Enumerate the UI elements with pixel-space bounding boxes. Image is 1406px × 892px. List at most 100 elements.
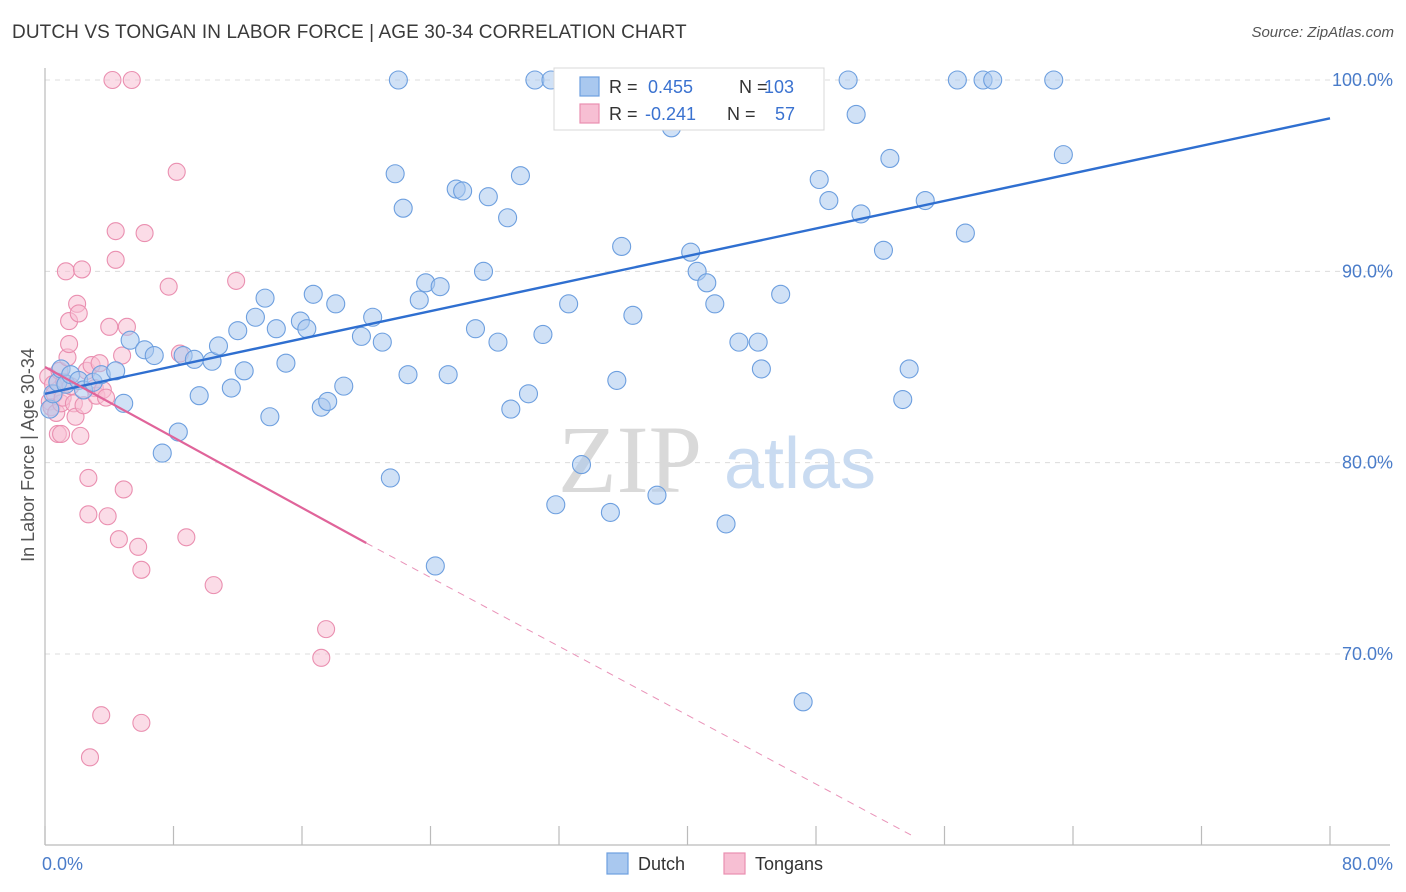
dutch-point <box>430 277 450 297</box>
dutch-point <box>276 353 296 373</box>
tongans-r-value: -0.241 <box>645 104 696 124</box>
dutch-point <box>326 294 346 314</box>
dutch-point <box>409 290 429 310</box>
dutch-point <box>453 181 473 201</box>
tongans-point <box>106 250 125 269</box>
tongans-point <box>80 748 100 767</box>
dutch-point <box>385 164 405 184</box>
dutch-point <box>612 236 632 257</box>
dutch-point <box>751 359 771 379</box>
dutch-point <box>893 389 913 410</box>
tongans-point <box>167 162 186 181</box>
trend-lines <box>44 117 1331 837</box>
dutch-point <box>571 455 592 475</box>
tongans-point <box>79 505 98 524</box>
tongans-r-label: R = <box>609 104 638 124</box>
dutch-point <box>1044 70 1064 90</box>
dutch-point <box>607 370 627 390</box>
dutch-point <box>478 187 498 207</box>
tongans-point <box>129 537 148 556</box>
dutch-point <box>880 148 900 168</box>
dutch-point <box>623 305 643 325</box>
axes: 70.0% 80.0% 90.0% 100.0% 0.0% 80.0% <box>42 68 1393 874</box>
chart-source: Source: ZipAtlas.com <box>1251 24 1394 41</box>
tongans-point <box>98 507 117 526</box>
tongans-point <box>60 334 79 354</box>
dutch-point <box>729 332 749 352</box>
tongans-points <box>39 70 336 767</box>
tongans-point <box>100 317 119 336</box>
dutch-point <box>498 208 518 228</box>
dutch-point <box>846 104 866 124</box>
dutch-point <box>168 422 188 442</box>
dutch-point <box>380 468 400 488</box>
dutch-r-label: R = <box>609 77 638 97</box>
y-tick-label: 70.0% <box>1342 644 1393 664</box>
dutch-point <box>152 443 172 463</box>
dutch-trend-line <box>44 117 1331 395</box>
tongans-point <box>72 260 91 279</box>
dutch-n-value: 103 <box>764 77 794 97</box>
chart-title: DUTCH VS TONGAN IN LABOR FORCE | AGE 30-… <box>12 22 687 43</box>
tongans-point <box>106 222 125 241</box>
dutch-point <box>559 294 579 314</box>
x-tick-label: 0.0% <box>42 854 83 874</box>
tongans-point <box>177 528 196 547</box>
tongans-point <box>135 224 154 243</box>
dutch-point <box>947 70 967 90</box>
dutch-point <box>351 326 371 346</box>
dutch-point <box>873 240 894 260</box>
dutch-point <box>681 242 701 262</box>
dutch-n-label: N = <box>739 77 768 97</box>
y-tick-label: 90.0% <box>1342 261 1393 281</box>
dutch-point <box>255 288 275 308</box>
legend-dutch-label: Dutch <box>638 854 685 874</box>
watermark: ZIP atlas <box>558 406 876 513</box>
tongans-point <box>52 424 71 444</box>
dutch-point <box>809 169 829 190</box>
dutch-point <box>388 70 408 90</box>
grid-lines <box>45 79 1390 655</box>
tongans-point <box>71 426 90 445</box>
dutch-point <box>372 332 392 352</box>
dutch-point <box>510 166 531 186</box>
dutch-point <box>245 307 265 327</box>
dutch-point <box>221 378 241 398</box>
stats-legend: R = 0.455 N = 103 R = -0.241 N = 57 <box>553 67 825 131</box>
tongans-point <box>159 277 178 296</box>
dutch-point <box>518 384 539 404</box>
bottom-legend: Dutch Tongans <box>606 852 823 875</box>
dutch-point <box>819 190 839 211</box>
dutch-point <box>501 399 521 419</box>
dutch-point <box>647 485 667 505</box>
y-tick-label: 100.0% <box>1332 70 1393 90</box>
dutch-point <box>260 407 280 427</box>
dutch-point <box>716 514 736 534</box>
tongans-point <box>56 262 75 281</box>
dutch-point <box>771 284 791 304</box>
tongans-point <box>312 648 331 667</box>
dutch-r-value: 0.455 <box>648 77 693 97</box>
tongans-point <box>79 468 98 488</box>
tongans-point <box>92 706 111 725</box>
dutch-point <box>899 359 919 379</box>
dutch-point <box>546 495 566 515</box>
dutch-point <box>600 502 620 522</box>
dutch-point <box>297 319 317 339</box>
tongans-point <box>109 530 128 549</box>
tongans-point <box>69 304 88 323</box>
tongans-trend-line <box>44 366 367 544</box>
dutch-point <box>228 321 248 341</box>
dutch-swatch <box>579 76 600 97</box>
y-axis-label: In Labor Force | Age 30-34 <box>18 348 38 562</box>
dutch-point <box>318 391 338 411</box>
dutch-point <box>208 336 229 356</box>
dutch-point <box>144 345 164 366</box>
dutch-point <box>393 198 413 218</box>
dutch-point <box>488 332 508 352</box>
dutch-point <box>748 332 768 352</box>
dutch-point <box>120 330 140 350</box>
tongans-point <box>204 576 223 595</box>
dutch-point <box>234 361 254 381</box>
